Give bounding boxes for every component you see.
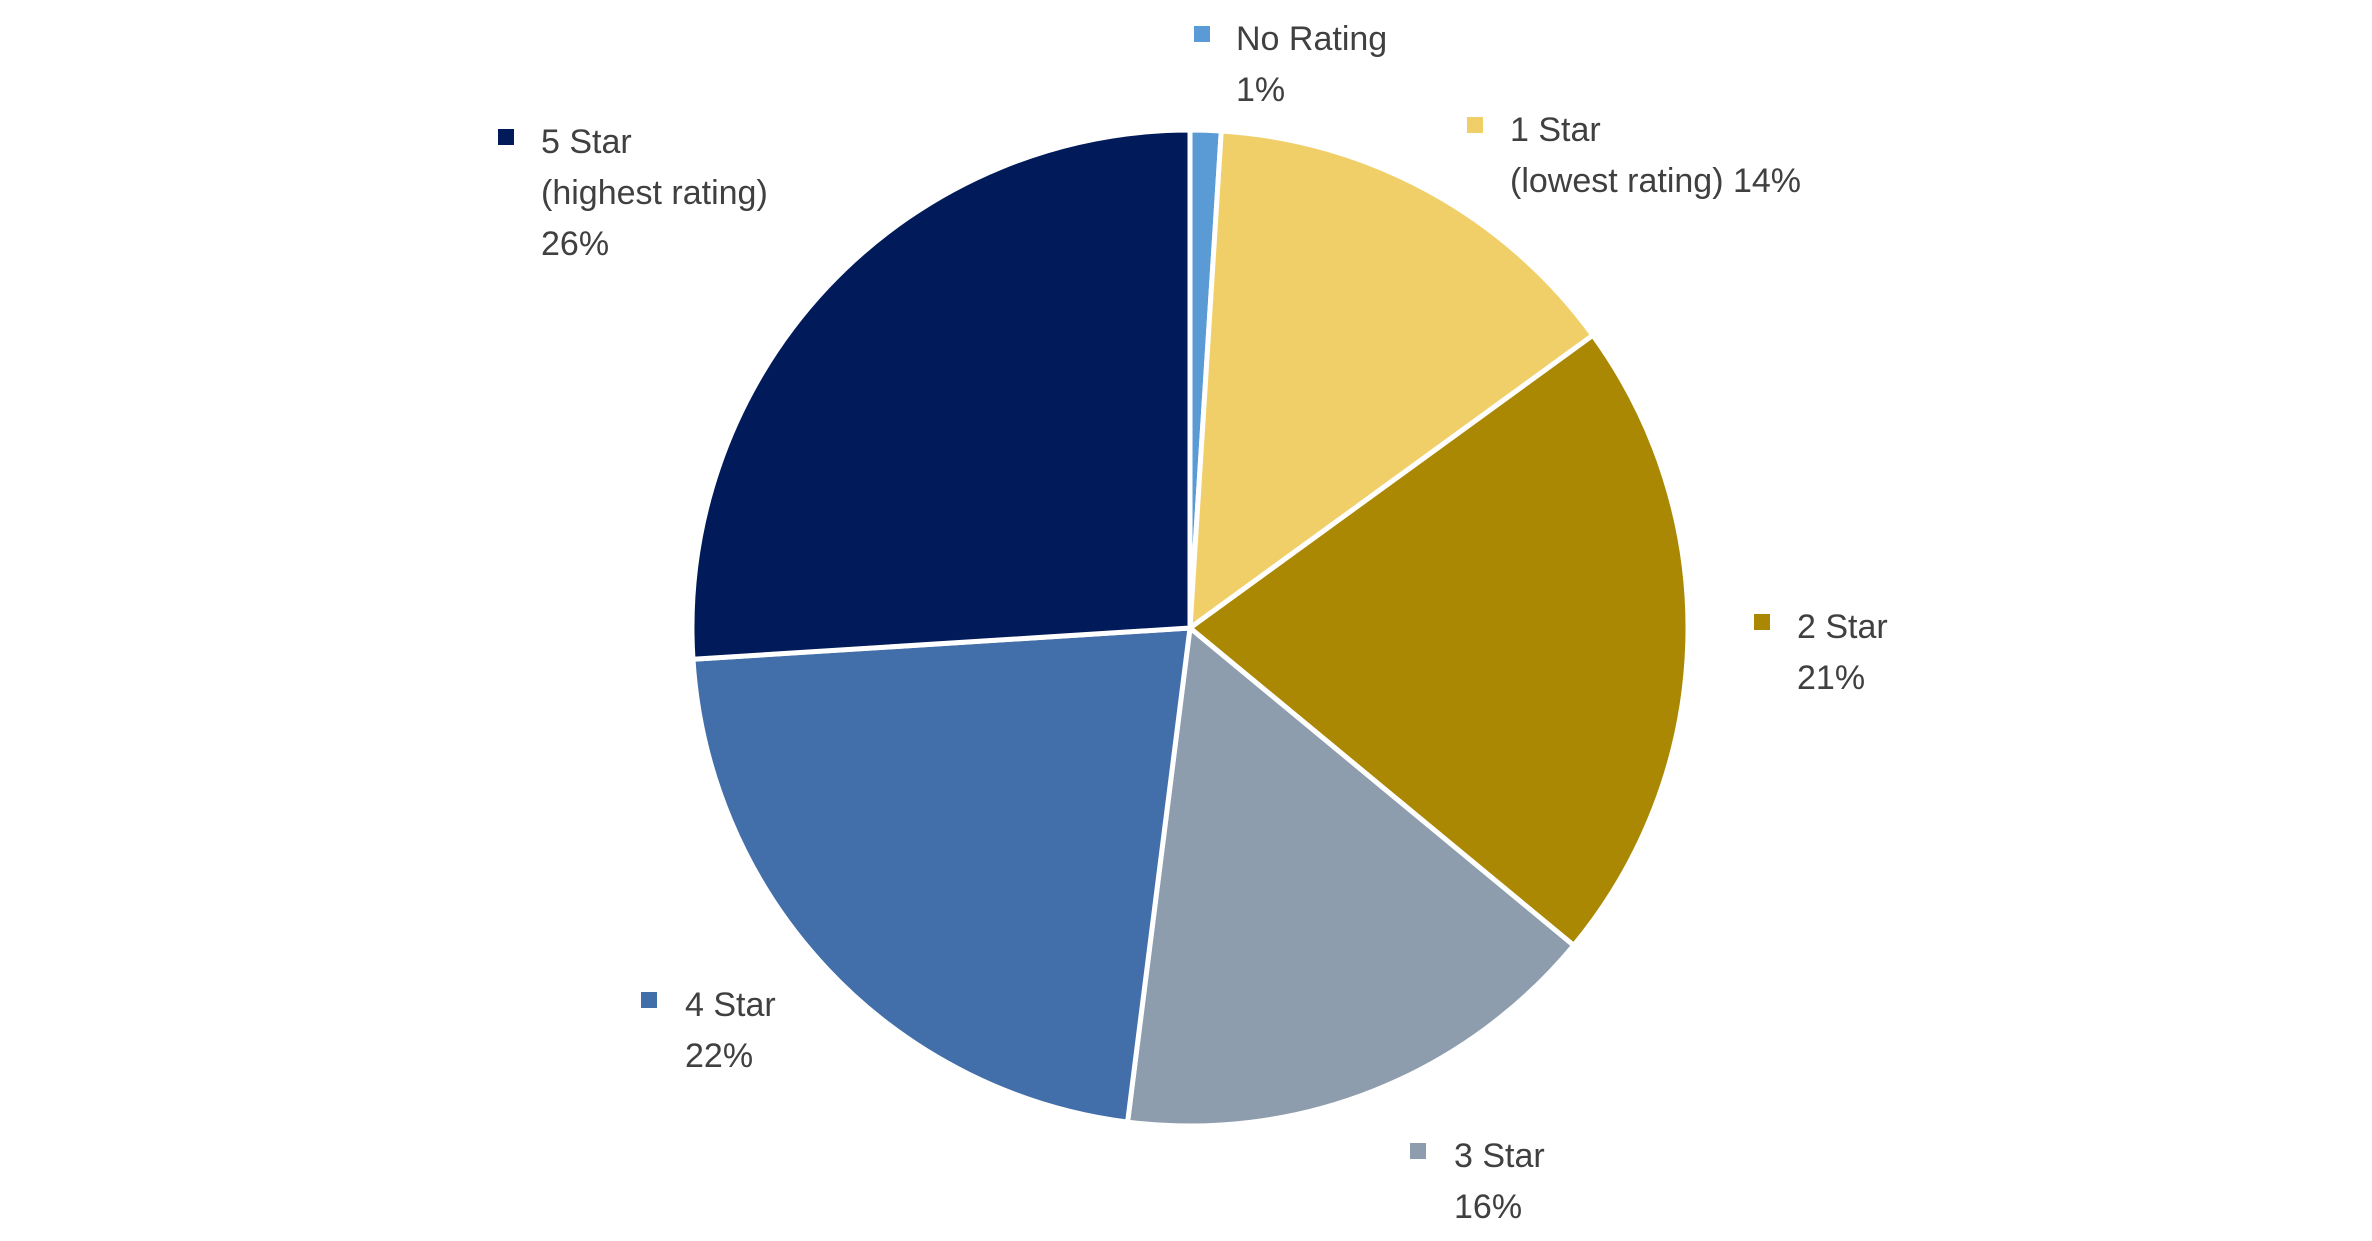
pie-slice-3-star: [1125, 625, 1577, 1129]
pie-slice-1-star-lowest-rating: [1187, 128, 1596, 631]
data-label-2-star: 2 Star 21%: [1754, 608, 1888, 697]
data-label-text: (highest rating): [541, 174, 768, 212]
pie-slice-5-star-highest-rating: [689, 127, 1193, 662]
pie-data-labels: No Rating 1% 1 Star (lowest rating) 14% 2 St…: [498, 20, 1888, 1226]
data-label-4-star: 4 Star 22%: [641, 986, 776, 1075]
pie-slice-4-star: [690, 625, 1193, 1125]
legend-key-marker: [1194, 26, 1210, 42]
data-label-3-star: 3 Star 16%: [1410, 1137, 1545, 1226]
data-label-no-rating: No Rating 1%: [1194, 20, 1387, 109]
legend-key-marker: [1410, 1143, 1426, 1159]
data-label-text: 3 Star: [1454, 1137, 1545, 1175]
data-label-text: 4 Star: [685, 986, 776, 1024]
data-label-text: 2 Star: [1797, 608, 1888, 646]
legend-key-marker: [641, 992, 657, 1008]
data-label-text: (lowest rating) 14%: [1510, 162, 1801, 200]
data-label-text: 16%: [1454, 1188, 1522, 1226]
data-label-text: No Rating: [1236, 20, 1387, 58]
data-label-5-star-highest-rating: 5 Star (highest rating) 26%: [498, 123, 768, 263]
pie-slices: [689, 127, 1691, 1129]
data-label-text: 5 Star: [541, 123, 632, 161]
data-label-text: 21%: [1797, 659, 1865, 697]
data-label-text: 1 Star: [1510, 111, 1601, 149]
legend-key-marker: [1467, 117, 1483, 133]
data-label-1-star-lowest-rating: 1 Star (lowest rating) 14%: [1467, 111, 1801, 200]
data-label-text: 22%: [685, 1037, 753, 1075]
data-label-text: 26%: [541, 225, 609, 263]
data-label-text: 1%: [1236, 71, 1285, 109]
legend-key-marker: [1754, 614, 1770, 630]
pie-slice-2-star: [1187, 332, 1691, 948]
legend-key-marker: [498, 129, 514, 145]
